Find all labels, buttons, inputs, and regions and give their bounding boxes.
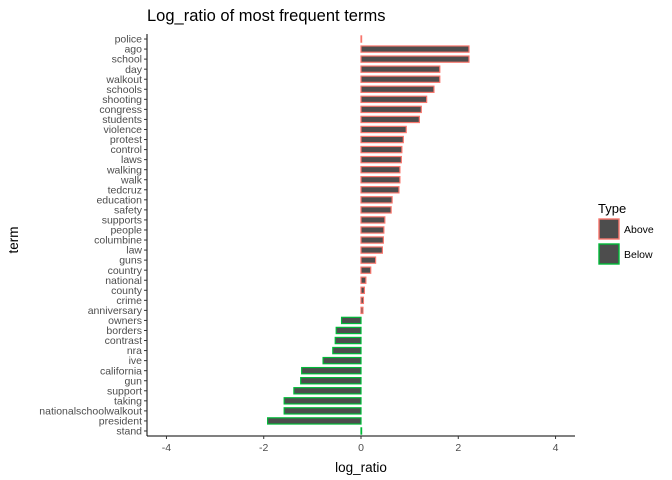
y-axis-title: term [6, 227, 21, 254]
y-tick-label: day [125, 64, 143, 76]
bar-control [360, 145, 403, 154]
bar-congress [360, 105, 422, 114]
bar-protest [360, 135, 404, 144]
y-tick-label: congress [99, 104, 142, 116]
y-tick-label: taking [114, 395, 142, 407]
bar-supports [360, 216, 386, 224]
y-tick-label: columbine [94, 235, 142, 247]
y-tick-label: education [96, 194, 142, 206]
y-tick-label: control [110, 144, 142, 156]
y-tick-label: students [102, 114, 142, 126]
bar-nra [332, 346, 362, 355]
y-tick-label: supports [102, 215, 142, 227]
bar-education [360, 196, 393, 204]
bar-california [301, 366, 362, 375]
bar-police [360, 35, 363, 43]
y-tick-label: borders [106, 325, 142, 337]
y-tick-label: national [105, 275, 142, 287]
bar-walkout [360, 75, 441, 83]
y-tick-label: ago [124, 44, 142, 56]
bar-borders [335, 326, 362, 335]
y-tick-label: anniversary [88, 305, 143, 317]
x-axis-title: log_ratio [335, 460, 387, 475]
bar-national [360, 276, 367, 284]
bar-crime [360, 296, 365, 305]
y-tick-label: contrast [105, 335, 142, 347]
y-tick-label: gun [124, 375, 142, 387]
bar-contrast [334, 336, 362, 345]
legend-label-below: Below [624, 249, 653, 261]
y-tick-label: schools [106, 84, 142, 96]
legend-key-above [598, 218, 620, 240]
y-tick-label: safety [114, 204, 143, 216]
y-tick-label: violence [103, 124, 142, 136]
y-tick-label: owners [108, 315, 142, 327]
bar-county [360, 286, 366, 294]
bar-students [360, 115, 420, 124]
plot-area: policeagoschooldaywalkoutschoolsshooting… [39, 34, 575, 454]
y-tick-label: shooting [102, 94, 142, 106]
y-tick-label: protest [110, 134, 142, 146]
y-tick-label: president [99, 416, 142, 428]
bar-walk [360, 176, 401, 184]
bar-day [360, 65, 441, 73]
x-tick-label: -2 [259, 442, 268, 454]
bar-stand [360, 427, 363, 435]
bar-owners [340, 316, 362, 325]
y-tick-label: stand [116, 426, 142, 438]
bar-guns [360, 256, 377, 264]
bar-violence [360, 125, 407, 134]
x-tick-label: 2 [455, 442, 461, 454]
legend-title: Type [598, 201, 626, 216]
bar-safety [360, 206, 392, 214]
bar-ive [322, 356, 362, 365]
y-tick-label: nra [127, 345, 142, 357]
y-tick-label: laws [121, 154, 142, 166]
y-tick-label: support [107, 385, 142, 397]
bar-people [360, 226, 385, 234]
bar-country [360, 266, 372, 274]
y-tick-label: law [126, 245, 142, 257]
y-tick-label: country [108, 265, 143, 277]
y-tick-label: walk [120, 174, 143, 186]
bar-nationalschoolwalkout [283, 407, 362, 415]
y-tick-label: police [115, 34, 143, 46]
legend-key-below [598, 243, 620, 265]
bar-laws [360, 155, 402, 164]
y-tick-label: ive [129, 355, 143, 367]
x-tick-label: -4 [162, 442, 171, 454]
y-tick-label: crime [116, 295, 142, 307]
legend-label-above: Above [624, 224, 654, 236]
bar-walking [360, 165, 401, 174]
legend: Type Above Below [598, 201, 654, 265]
y-tick-label: walking [106, 164, 142, 176]
bar-ago [360, 45, 470, 53]
bar-anniversary [360, 306, 364, 315]
y-tick-label: school [112, 54, 142, 66]
bar-shooting [360, 95, 428, 104]
y-tick-label: guns [119, 255, 142, 267]
y-tick-label: nationalschoolwalkout [39, 405, 142, 417]
y-tick-label: people [110, 225, 142, 237]
bar-gun [300, 377, 362, 385]
bar-support [293, 387, 362, 395]
bar-taking [283, 397, 362, 405]
y-tick-label: county [111, 285, 143, 297]
bar-columbine [360, 236, 384, 244]
x-tick-label: 0 [358, 442, 364, 454]
x-tick-label: 4 [553, 442, 559, 454]
y-tick-label: california [100, 365, 142, 377]
bar-schools [360, 85, 435, 93]
bar-school [360, 55, 470, 63]
y-tick-label: tedcruz [108, 184, 142, 196]
bar-tedcruz [360, 186, 400, 194]
bar-law [360, 246, 383, 254]
bar-president [267, 417, 362, 425]
chart-title: Log_ratio of most frequent terms [147, 7, 385, 25]
y-tick-label: walkout [105, 74, 142, 86]
